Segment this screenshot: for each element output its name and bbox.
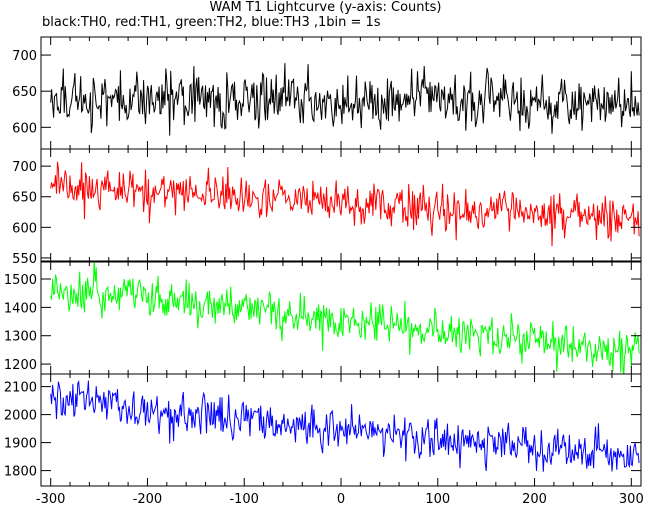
x-tick-label: 300 xyxy=(619,492,644,505)
series-line-TH0 xyxy=(50,63,640,136)
y-tick-label: 700 xyxy=(12,49,37,64)
y-tick-label: 1300 xyxy=(4,330,37,345)
y-tick-label: 650 xyxy=(12,85,37,100)
y-tick-label: 1200 xyxy=(4,358,37,373)
y-tick-label: 1800 xyxy=(4,465,37,480)
series-line-TH1 xyxy=(50,161,640,247)
panel-frame-TH0 xyxy=(40,36,642,150)
y-tick-label: 600 xyxy=(12,221,37,236)
y-tick-label: 1900 xyxy=(4,437,37,452)
y-tick-label: 700 xyxy=(12,160,37,175)
y-tick-label: 1400 xyxy=(4,301,37,316)
series-line-TH3 xyxy=(50,380,640,472)
x-tick-label: 100 xyxy=(425,492,450,505)
y-tick-label: 600 xyxy=(12,121,37,136)
y-tick-label: 2000 xyxy=(4,409,37,424)
y-tick-label: 550 xyxy=(12,252,37,267)
x-tick-label: -300 xyxy=(36,492,66,505)
x-tick-label: -200 xyxy=(133,492,163,505)
y-tick-label: 1500 xyxy=(4,273,37,288)
x-tick-label: -100 xyxy=(229,492,259,505)
chart-title: WAM T1 Lightcurve (y-axis: Counts) xyxy=(209,0,442,15)
y-tick-label: 650 xyxy=(12,191,37,206)
series-line-TH2 xyxy=(50,262,640,374)
chart-subtitle: black:TH0, red:TH1, green:TH2, blue:TH3 … xyxy=(42,15,381,30)
x-tick-label: 200 xyxy=(522,492,547,505)
y-tick-label: 2100 xyxy=(4,381,37,396)
x-tick-label: 0 xyxy=(337,492,345,505)
